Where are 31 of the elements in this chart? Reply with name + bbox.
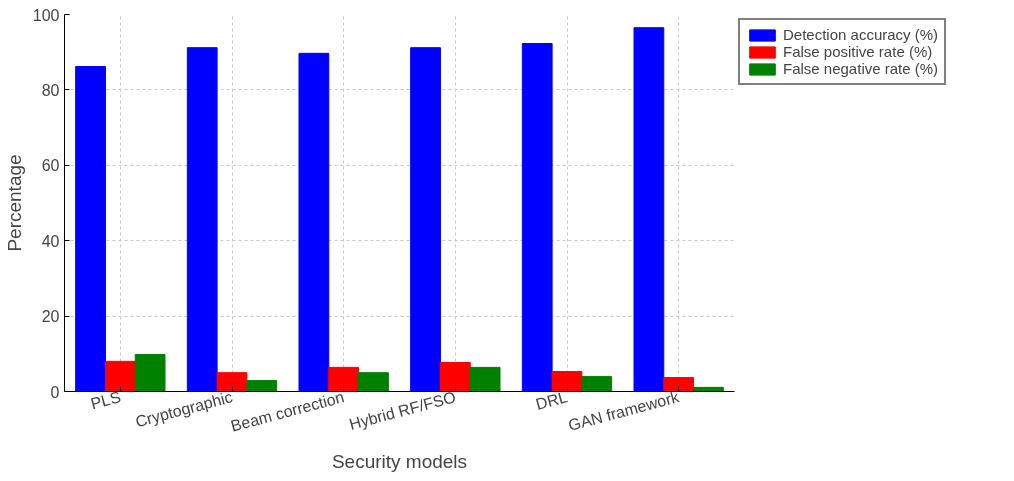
bar xyxy=(246,380,278,392)
bar xyxy=(551,371,583,392)
legend-label: False negative rate (%) xyxy=(783,60,939,77)
bar xyxy=(186,47,218,392)
legend-label: Detection accuracy (%) xyxy=(783,26,939,43)
x-tick-label: Hybrid RF/FSO xyxy=(347,388,458,433)
bar xyxy=(328,366,360,392)
x-tick-label: DRL xyxy=(533,388,570,413)
y-tick-label: 0 xyxy=(50,383,60,401)
bar xyxy=(358,372,389,392)
y-tick-label: 60 xyxy=(41,157,60,175)
bar xyxy=(581,375,613,392)
bar xyxy=(633,27,665,392)
y-axis-title: Percentage xyxy=(3,154,25,252)
x-axis-title: Security models xyxy=(331,450,468,472)
y-tick-label: 80 xyxy=(41,81,60,99)
legend-label: False positive rate (%) xyxy=(783,43,933,60)
y-tick-label: 40 xyxy=(41,232,60,250)
bar xyxy=(298,52,330,392)
y-tick-label: 20 xyxy=(41,308,60,326)
bar xyxy=(439,361,471,392)
bar xyxy=(75,66,106,392)
bar xyxy=(410,47,441,392)
bar xyxy=(521,43,553,392)
bar xyxy=(104,360,136,392)
x-tick-label: PLS xyxy=(88,388,123,413)
bar xyxy=(663,377,695,392)
bar xyxy=(134,354,166,392)
y-tick-label: 100 xyxy=(32,6,60,24)
bar xyxy=(216,372,248,392)
bar xyxy=(469,366,501,392)
